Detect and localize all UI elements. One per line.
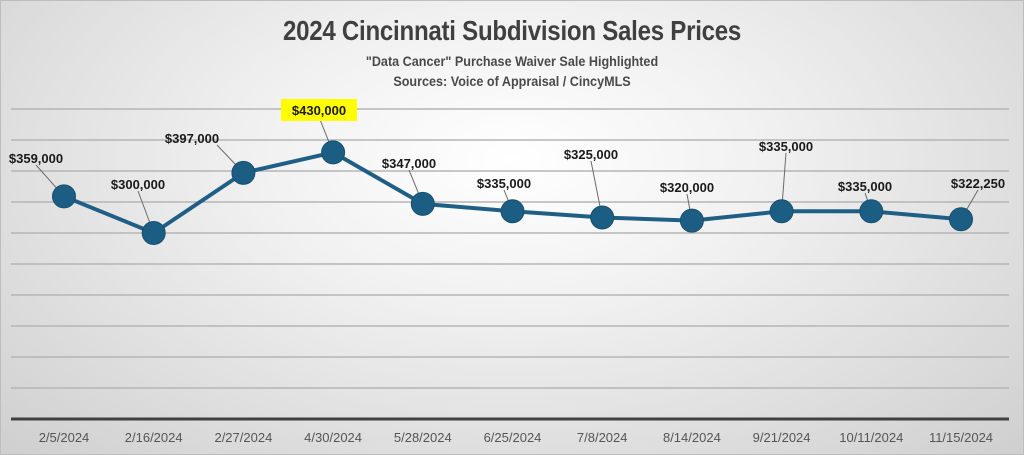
- x-tick-label: 9/21/2024: [753, 430, 811, 445]
- data-label: $322,250: [951, 176, 1005, 191]
- highlight-box: [281, 99, 357, 121]
- x-tick-label: 4/30/2024: [304, 430, 362, 445]
- x-tick-label: 5/28/2024: [394, 430, 452, 445]
- data-label: $300,000: [111, 177, 165, 192]
- data-label: $359,000: [9, 151, 63, 166]
- data-label: $325,000: [564, 147, 618, 162]
- data-label: $347,000: [382, 156, 436, 171]
- data-point-marker: [590, 205, 615, 230]
- data-point-marker: [679, 208, 704, 233]
- data-point-marker: [949, 207, 973, 232]
- chart-title: 2024 Cincinnati Subdivision Sales Prices: [282, 15, 742, 46]
- x-tick-label: 2/16/2024: [125, 430, 183, 445]
- data-point-marker: [410, 191, 435, 216]
- x-tick-label: 8/14/2024: [663, 430, 721, 445]
- data-label: $335,000: [477, 176, 531, 191]
- x-tick-label: 6/25/2024: [484, 430, 542, 445]
- x-tick-label: 7/8/2024: [577, 430, 628, 445]
- chart-subtitle: "Data Cancer" Purchase Waiver Sale Highl…: [365, 53, 659, 69]
- data-point-marker: [141, 221, 166, 245]
- data-label: $430,000: [292, 103, 346, 118]
- data-label: $320,000: [660, 180, 714, 195]
- x-tick-label: 10/11/2024: [839, 430, 903, 445]
- x-tick-label: 2/5/2024: [39, 430, 90, 445]
- x-tick-label: 11/15/2024: [929, 430, 993, 445]
- data-label: $335,000: [838, 179, 892, 194]
- data-point-marker: [52, 184, 76, 209]
- chart-source: Sources: Voice of Appraisal / CincyMLS: [393, 73, 631, 89]
- x-tick-label: 2/27/2024: [214, 430, 272, 445]
- data-point-marker: [859, 199, 884, 224]
- data-point-marker: [769, 199, 794, 224]
- data-point-marker: [500, 199, 525, 224]
- data-label: $335,000: [759, 139, 813, 154]
- data-label: $397,000: [165, 131, 219, 146]
- data-point-marker: [231, 160, 256, 185]
- data-point-marker: [321, 140, 346, 165]
